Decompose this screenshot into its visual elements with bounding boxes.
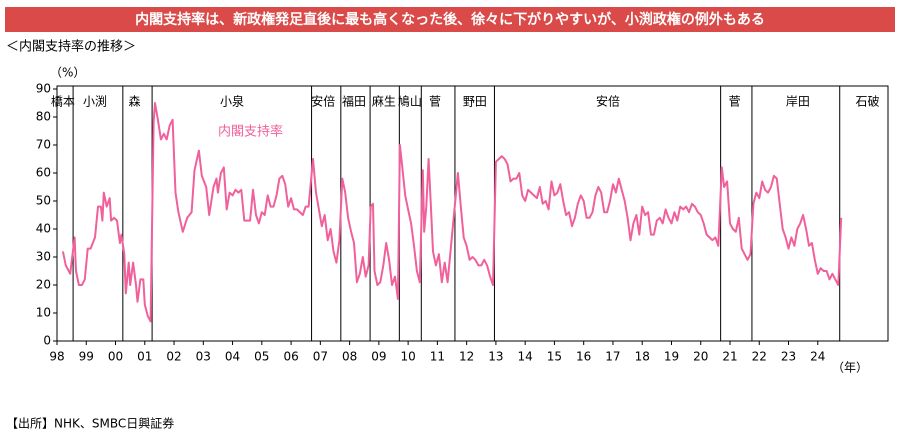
y-tick-label: 70 (36, 138, 51, 152)
x-tick-label: 05 (254, 350, 269, 364)
title-banner (5, 7, 895, 32)
era-label: 石破 (856, 94, 880, 109)
era-label: 小泉 (220, 95, 244, 109)
x-tick-label: 09 (371, 350, 386, 364)
era-label: 小渕 (83, 95, 107, 109)
y-tick-label: 90 (36, 82, 51, 96)
x-tick-label: 22 (752, 350, 767, 364)
x-tick-label: 10 (400, 350, 415, 364)
series-label: 内閣支持率 (218, 124, 283, 140)
x-tick-label: 15 (547, 350, 562, 364)
y-tick-label: 10 (36, 306, 51, 320)
x-tick-label: 14 (518, 350, 533, 364)
era-label: 麻生 (372, 94, 396, 109)
x-tick-label: 12 (459, 350, 474, 364)
era-label: 安倍 (596, 94, 620, 109)
x-tick-label: 20 (693, 350, 708, 364)
x-tick-label: 23 (781, 350, 796, 364)
era-label: 岸田 (786, 95, 810, 109)
x-tick-label: 99 (79, 350, 94, 364)
era-label: 菅 (729, 95, 741, 109)
subtitle: ＜内閣支持率の推移＞ (6, 39, 136, 55)
y-tick-label: 30 (36, 250, 51, 264)
x-tick-label: 08 (342, 350, 357, 364)
era-label: 安倍 (311, 94, 335, 109)
era-label: 菅 (429, 95, 441, 109)
y-tick-label: 50 (36, 194, 51, 208)
x-tick-label: 24 (810, 350, 825, 364)
y-tick-label: 60 (36, 166, 51, 180)
x-unit: （年） (832, 361, 868, 375)
y-tick-label: 0 (43, 334, 51, 348)
x-tick-label: 17 (605, 350, 620, 364)
era-label: 橋本 (51, 95, 75, 109)
x-tick-label: 03 (196, 350, 211, 364)
x-tick-label: 16 (576, 350, 591, 364)
x-tick-label: 07 (313, 350, 328, 364)
source: 【出所】NHK、SMBC日興証券 (6, 416, 174, 431)
era-label: 鳩山 (398, 95, 422, 109)
y-tick-label: 40 (36, 222, 51, 236)
x-tick-label: 19 (664, 350, 679, 364)
y-tick-label: 20 (36, 278, 51, 292)
y-tick-label: 80 (36, 110, 51, 124)
x-tick-label: 13 (488, 350, 503, 364)
x-tick-label: 98 (49, 350, 64, 364)
era-label: 福田 (342, 94, 366, 109)
x-tick-label: 21 (722, 350, 737, 364)
era-label: 野田 (463, 95, 487, 109)
x-tick-label: 02 (166, 350, 181, 364)
plot-frame (56, 85, 889, 342)
x-tick-label: 04 (225, 350, 240, 364)
chart-title: 内閣支持率は、新政権発足直後に最も高くなった後、徐々に下がりやすいが、小渕政権の… (135, 11, 765, 28)
x-tick-label: 00 (108, 350, 123, 364)
x-tick-label: 18 (635, 350, 650, 364)
series-line (61, 102, 843, 323)
era-label: 森 (129, 94, 141, 109)
x-tick-label: 06 (283, 350, 298, 364)
x-tick-label: 01 (137, 350, 152, 364)
x-tick-label: 11 (430, 350, 445, 364)
y-unit: （%） (50, 66, 85, 80)
